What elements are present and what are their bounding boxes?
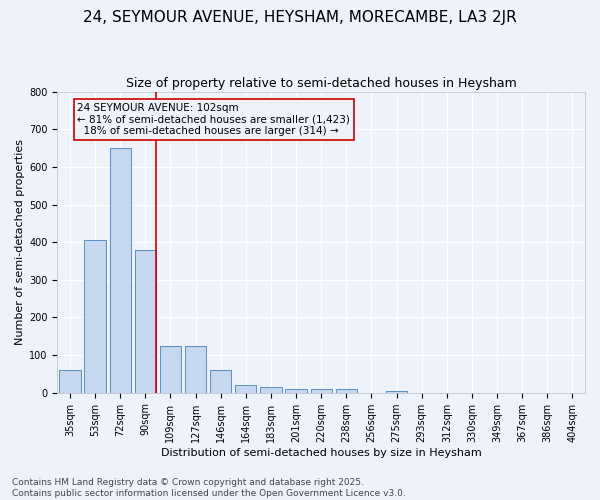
- Text: 24 SEYMOUR AVENUE: 102sqm
← 81% of semi-detached houses are smaller (1,423)
  18: 24 SEYMOUR AVENUE: 102sqm ← 81% of semi-…: [77, 103, 350, 136]
- Bar: [110, 148, 131, 392]
- X-axis label: Distribution of semi-detached houses by size in Heysham: Distribution of semi-detached houses by …: [161, 448, 482, 458]
- Bar: [160, 346, 181, 393]
- Bar: [59, 370, 80, 392]
- Text: Contains HM Land Registry data © Crown copyright and database right 2025.
Contai: Contains HM Land Registry data © Crown c…: [12, 478, 406, 498]
- Bar: [134, 250, 156, 392]
- Bar: [286, 389, 307, 392]
- Bar: [85, 240, 106, 392]
- Y-axis label: Number of semi-detached properties: Number of semi-detached properties: [15, 139, 25, 345]
- Bar: [311, 389, 332, 392]
- Bar: [185, 346, 206, 393]
- Text: 24, SEYMOUR AVENUE, HEYSHAM, MORECAMBE, LA3 2JR: 24, SEYMOUR AVENUE, HEYSHAM, MORECAMBE, …: [83, 10, 517, 25]
- Bar: [260, 387, 281, 392]
- Bar: [335, 389, 357, 392]
- Title: Size of property relative to semi-detached houses in Heysham: Size of property relative to semi-detach…: [126, 78, 517, 90]
- Bar: [386, 391, 407, 392]
- Bar: [210, 370, 232, 392]
- Bar: [235, 385, 256, 392]
